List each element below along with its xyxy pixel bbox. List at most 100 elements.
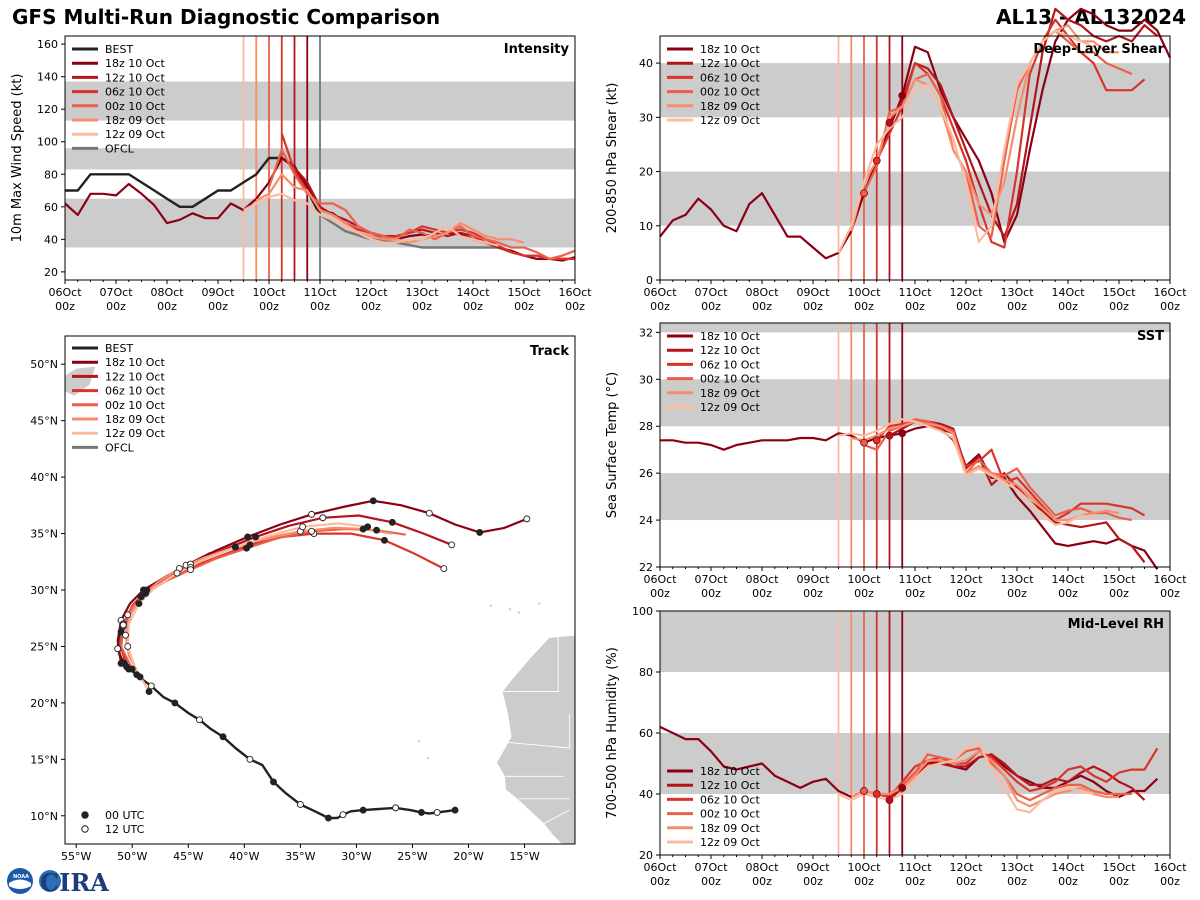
- marker-00utc: [324, 814, 332, 822]
- marker-00utc: [373, 526, 381, 534]
- legend-label: 18z 10 Oct: [700, 330, 760, 343]
- marker-00utc: [270, 778, 277, 786]
- marker-12utc: [319, 514, 327, 522]
- country-border: [543, 809, 570, 825]
- x-tick-label: 11Oct: [898, 286, 932, 299]
- marker-00utc: [135, 600, 143, 607]
- x-tick-sublabel: 00z: [1160, 587, 1180, 600]
- logo-graphics: NOAA CIRA: [7, 868, 109, 897]
- series-line-12z-09-Oct: [242, 192, 499, 247]
- analysis-marker: [860, 787, 868, 795]
- x-tick-sublabel: 00z: [803, 300, 823, 313]
- lat-tick-label: 25°N: [30, 640, 58, 653]
- y-tick-label: 20: [639, 849, 653, 862]
- panel-track: 55°W 50°W 45°W 40°W 35°W 30°W 25°W 20°W 15°W 10°N…: [30, 335, 576, 863]
- x-tick-label: 08Oct: [745, 573, 779, 586]
- x-tick-sublabel: 00z: [106, 300, 126, 313]
- y-tick-label: 0: [646, 274, 653, 287]
- marker-12utc: [433, 808, 441, 816]
- lat-tick-label: 50°N: [30, 358, 58, 371]
- panel-rh: 06Oct00z07Oct00z08Oct00z09Oct00z10Oct00z…: [605, 605, 1187, 888]
- x-tick-sublabel: 00z: [905, 587, 925, 600]
- marker-12utc: [308, 527, 316, 535]
- track-line-00z-10-Oct: [119, 527, 406, 670]
- marker-12utc: [523, 515, 531, 523]
- x-tick-label: 16Oct: [1153, 286, 1187, 299]
- legend-label: OFCL: [105, 441, 135, 454]
- panel-title: Intensity: [504, 42, 570, 57]
- y-tick-label: 120: [37, 103, 58, 116]
- analysis-marker: [898, 784, 907, 792]
- marker-00utc: [142, 589, 150, 597]
- island: [517, 611, 521, 614]
- y-tick-label: 160: [37, 38, 58, 51]
- y-tick-label: 26: [639, 467, 653, 480]
- series-line-OFCL: [319, 213, 525, 257]
- island: [489, 604, 493, 608]
- marker-00utc: [388, 518, 396, 526]
- x-tick-label: 16Oct: [558, 286, 592, 299]
- lon-tick-label: 45°W: [173, 850, 203, 863]
- x-tick-label: 14Oct: [1051, 286, 1085, 299]
- analysis-marker: [898, 429, 907, 438]
- x-tick-sublabel: 00z: [752, 300, 772, 313]
- x-tick-sublabel: 00z: [854, 875, 874, 888]
- y-tick-label: 40: [639, 788, 653, 801]
- track-line-06z-10-Oct: [119, 532, 445, 670]
- logo-area: NOAA CIRA: [4, 866, 114, 899]
- panel-sst: 06Oct00z07Oct00z08Oct00z09Oct00z10Oct00z…: [605, 322, 1187, 600]
- x-tick-sublabel: 00z: [1058, 875, 1078, 888]
- shaded-band: [660, 473, 1170, 521]
- x-tick-label: 10Oct: [847, 573, 881, 586]
- x-tick-sublabel: 00z: [701, 875, 721, 888]
- x-tick-sublabel: 00z: [905, 300, 925, 313]
- legend-label: 00z 10 Oct: [105, 100, 165, 113]
- x-tick-label: 14Oct: [1051, 861, 1085, 874]
- x-tick-sublabel: 00z: [752, 875, 772, 888]
- legend-label: BEST: [105, 342, 133, 355]
- y-axis-label: 200-850 hPa Shear (kt): [605, 83, 620, 234]
- marker-12utc: [448, 541, 456, 549]
- x-tick-sublabel: 00z: [854, 300, 874, 313]
- x-tick-label: 09Oct: [796, 286, 830, 299]
- x-tick-sublabel: 00z: [650, 300, 670, 313]
- marker-legend-label: 12 UTC: [105, 823, 145, 836]
- noaa-logo-text: NOAA: [13, 874, 29, 880]
- x-tick-label: 09Oct: [796, 573, 830, 586]
- country-border: [507, 714, 570, 749]
- marker-12utc: [425, 509, 433, 517]
- legend-label: 00z 10 Oct: [105, 399, 165, 412]
- land-africa: [496, 634, 576, 845]
- legend-label: 12z 10 Oct: [105, 71, 165, 84]
- x-tick-sublabel: 00z: [1109, 875, 1129, 888]
- x-tick-sublabel: 00z: [854, 587, 874, 600]
- y-tick-label: 80: [639, 666, 653, 679]
- y-tick-label: 60: [44, 201, 58, 214]
- legend-label: 06z 10 Oct: [700, 71, 760, 84]
- x-tick-label: 13Oct: [405, 286, 439, 299]
- island: [426, 757, 430, 760]
- x-tick-label: 11Oct: [898, 573, 932, 586]
- x-tick-label: 12Oct: [949, 573, 983, 586]
- legend-label: 18z 10 Oct: [700, 765, 760, 778]
- noaa-logo-wave: [9, 879, 31, 889]
- analysis-marker: [872, 156, 881, 165]
- x-tick-sublabel: 00z: [1058, 587, 1078, 600]
- legend-label: 18z 09 Oct: [700, 822, 760, 835]
- track-line-18z-10-Oct: [116, 499, 528, 664]
- series-line-06z-10-Oct: [876, 747, 1159, 799]
- marker-00utc: [145, 688, 153, 696]
- marker-00utc: [117, 628, 125, 636]
- x-tick-sublabel: 00z: [1160, 300, 1180, 313]
- y-tick-label: 20: [639, 166, 653, 179]
- marker-12utc: [299, 523, 307, 531]
- y-tick-label: 100: [37, 136, 58, 149]
- marker-00utc: [117, 659, 125, 667]
- x-tick-sublabel: 00z: [650, 875, 670, 888]
- series-line-18z-09-Oct: [850, 24, 1119, 232]
- marker-00utc: [137, 593, 145, 601]
- series-line-12z-10-Oct: [888, 753, 1146, 801]
- x-tick-sublabel: 00z: [157, 300, 177, 313]
- lon-tick-label: 30°W: [341, 850, 371, 863]
- legend-label: 18z 09 Oct: [700, 100, 760, 113]
